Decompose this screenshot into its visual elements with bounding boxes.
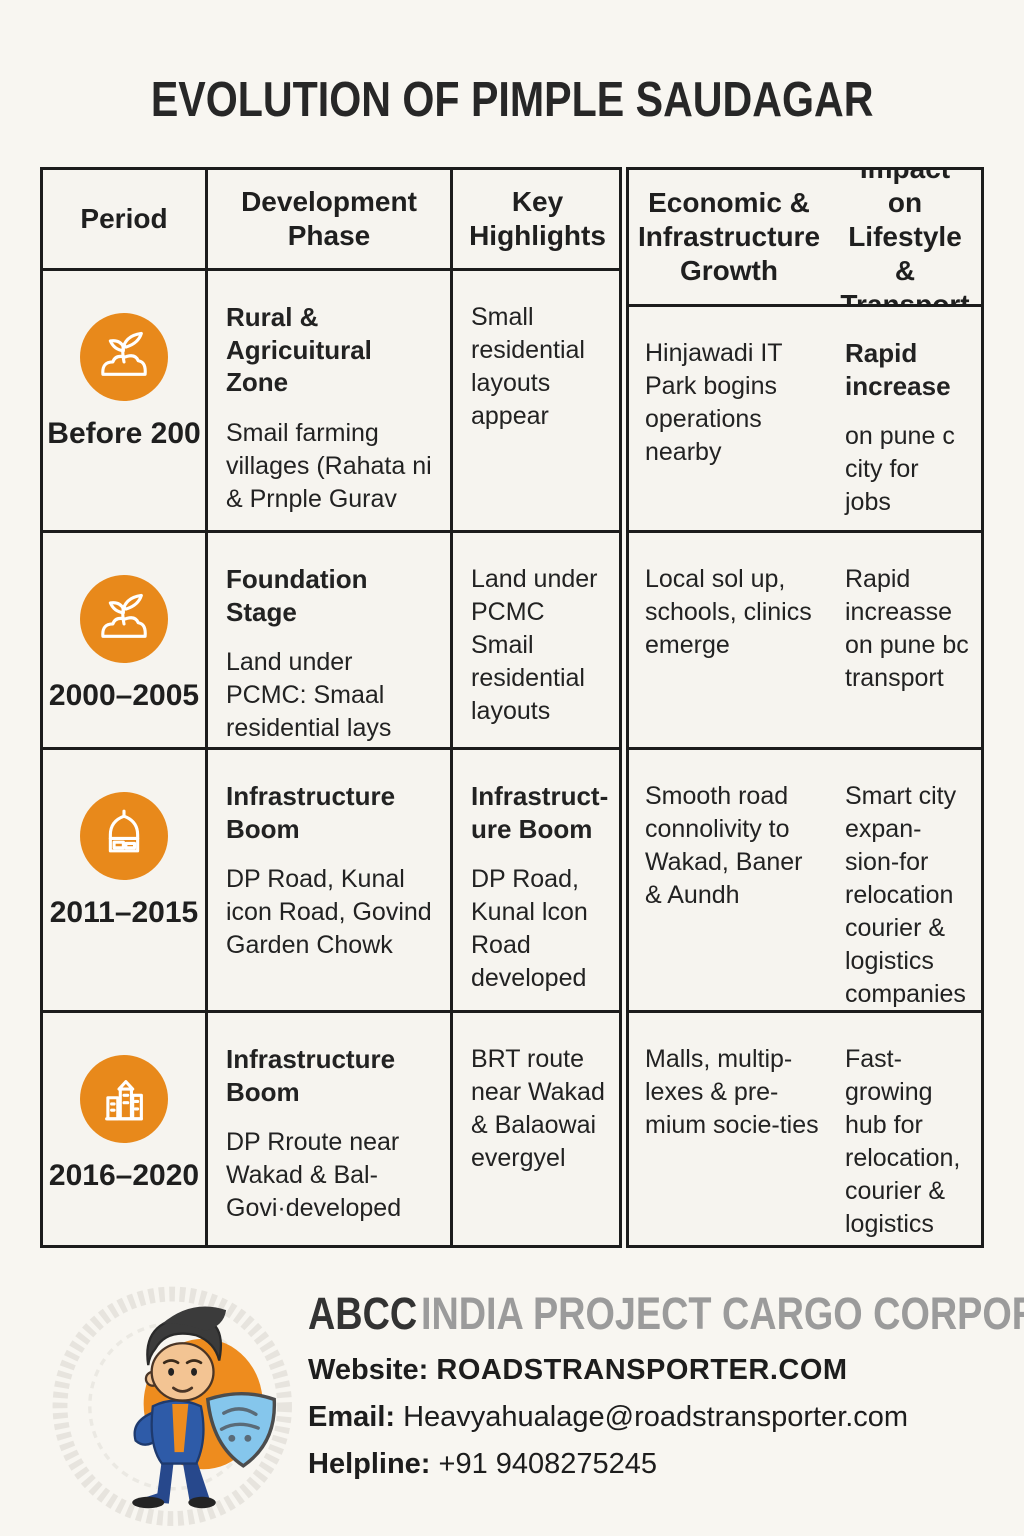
email-value: Heavyahualage@roadstransporter.com: [403, 1401, 909, 1433]
phase-cell: Foundation Stage Land under PCMC: Smaal …: [208, 533, 453, 750]
website-line: Website: ROADSTRANSPORTER.COM: [308, 1354, 1008, 1387]
highlights-cell: Small residential layouts appear: [453, 271, 622, 533]
page-title: EVOLUTION OF PIMPLE SAUDAGAR: [150, 73, 874, 127]
column-header-economic: Economic & Infrastructure Growth: [629, 170, 829, 307]
column-header-impact: Impact on Lifestyle & Transport: [829, 170, 981, 307]
helpline-label: Helpline:: [308, 1448, 431, 1480]
impact-cell: Rapid increase on pune c city for jobs: [829, 307, 981, 533]
period-cell: 2016–2020: [43, 1013, 208, 1245]
evolution-table-left: Period Development Phase Key Highlights …: [40, 167, 622, 1248]
evolution-table-right: Economic & Infrastructure Growth Impact …: [626, 167, 984, 1248]
period-cell: 2000–2005: [43, 533, 208, 750]
impact-cell: Fast-growing hub for relocation, courier…: [845, 1045, 966, 1245]
website-label: Website:: [308, 1354, 429, 1386]
footer-contact-block: ABCC INDIA PROJECT CARGO CORPORATION Web…: [308, 1288, 1024, 1481]
economic-cell: Malls, multip-lexes & pre-mium socie-tie…: [645, 1045, 819, 1139]
highlights-cell: BRT route near Wakad & Balaowai evergyel: [471, 1045, 605, 1172]
helpline-line: Helpline: +91 9408275245: [308, 1448, 1008, 1481]
brand-name: ABCC INDIA PROJECT CARGO CORPORATION: [308, 1288, 1024, 1340]
email-label: Email:: [308, 1401, 396, 1433]
brand-primary: ABCC: [308, 1288, 418, 1339]
website-value: ROADSTRANSPORTER.COM: [436, 1354, 848, 1386]
impact-cell: Smart city expan-sion-for relocation cou…: [829, 750, 981, 1013]
period-label: 2016–2020: [48, 1159, 200, 1192]
column-header-phase: Development Phase: [208, 170, 453, 271]
brand-secondary: INDIA PROJECT CARGO CORPORATION: [420, 1288, 1024, 1339]
economic-cell: Hinjawadi IT Park bogins operations near…: [629, 307, 829, 533]
economic-cell: Local sol up, schools, clinics emerge: [629, 533, 829, 750]
period-label: 2000–2005: [48, 679, 200, 712]
dome-icon: [80, 792, 168, 880]
email-line: Email: Heavyahualage@roadstransporter.co…: [308, 1401, 1008, 1434]
phase-cell: Infrastructure Boom DP Rroute near Wakad…: [208, 1013, 453, 1245]
impact-cell: Rapid increasse on pune bc transport: [829, 533, 981, 750]
column-header-highlights: Key Highlights: [453, 170, 622, 271]
phase-cell: Rural & Agricuitural Zone Smail farming …: [208, 271, 453, 533]
phase-cell: Infrastructure Boom DP Road, Kunal icon …: [208, 750, 453, 1013]
period-cell: 2011–2015: [43, 750, 208, 1013]
helpline-value: +91 9408275245: [438, 1448, 658, 1480]
sprout-icon: [80, 575, 168, 663]
period-label: Before 200: [47, 417, 201, 450]
period-label: 2011–2015: [49, 896, 199, 929]
economic-cell: Smooth road connolivity to Wakad, Baner …: [629, 750, 829, 1013]
sprout-icon: [80, 313, 168, 401]
mascot-logo: [52, 1278, 304, 1530]
column-header-period: Period: [43, 170, 208, 271]
buildings-icon: [80, 1055, 168, 1143]
highlights-cell: Infrastruct-ure Boom DP Road, Kunal lcon…: [453, 750, 622, 1013]
period-cell: Before 200: [43, 271, 208, 533]
highlights-cell: Land under PCMC Smail residential layout…: [453, 533, 622, 750]
